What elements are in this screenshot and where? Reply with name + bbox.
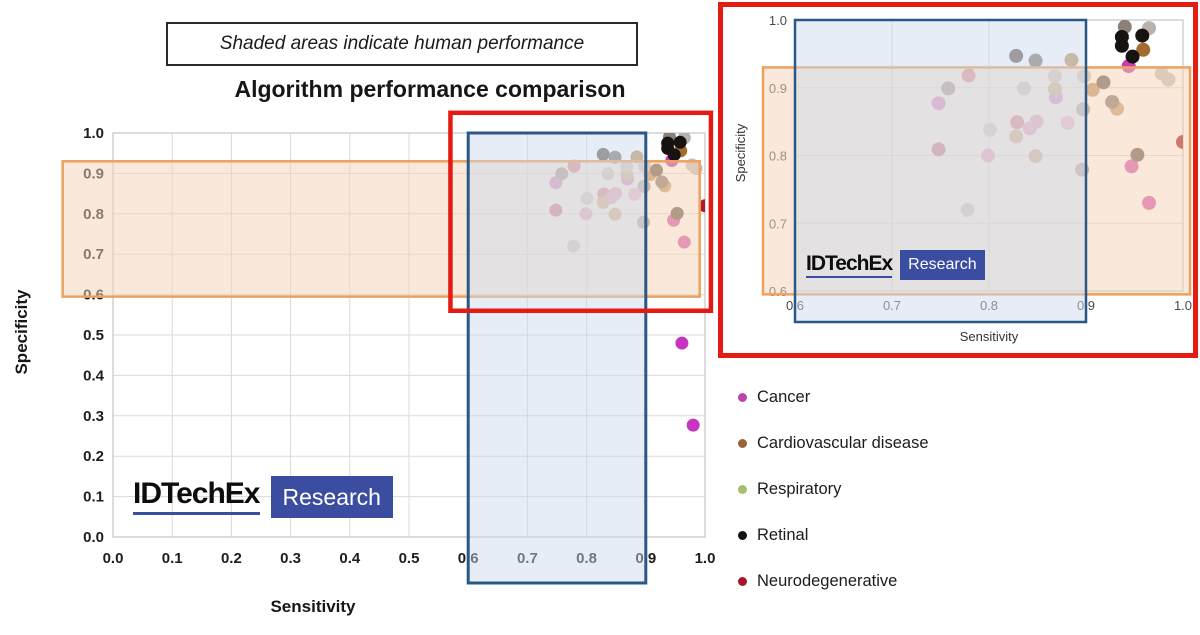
legend: Cancer Cardiovascular disease Respiratory R… xyxy=(738,382,929,612)
legend-label: Cardiovascular disease xyxy=(757,433,929,452)
legend-dot xyxy=(738,438,747,448)
logo-underline xyxy=(133,512,260,515)
idtechex-research-text: Research xyxy=(270,476,393,518)
svg-text:0.8: 0.8 xyxy=(576,550,597,567)
svg-text:1.0: 1.0 xyxy=(695,550,716,567)
note-box: Shaded areas indicate human performance xyxy=(166,22,638,66)
legend-item-cancer: Cancer xyxy=(738,382,929,412)
idtechex-brand-text: IDTechEx xyxy=(806,251,893,275)
zoom-highlight-rect xyxy=(448,110,714,314)
legend-item-neurodegenerative: Neurodegenerative xyxy=(738,566,929,596)
inset-chart: 0.60.70.80.91.00.60.70.80.91.0 xyxy=(761,13,1192,324)
legend-dot xyxy=(738,530,747,540)
idtechex-research-text: Research xyxy=(900,250,985,280)
human-performance-band-specificity xyxy=(61,160,701,298)
svg-text:1.0: 1.0 xyxy=(83,125,104,142)
main-chart: 0.0 0.1 0.2 0.3 0.4 0.5 0.6 0.7 0.8 0.9 1.00.00.10… xyxy=(61,110,716,585)
point-cardiovascular-disease xyxy=(1136,42,1151,57)
main-y-axis-label: Specificity xyxy=(12,289,31,375)
svg-text:1.0: 1.0 xyxy=(769,13,787,28)
svg-text:0.7: 0.7 xyxy=(517,550,538,567)
page-title: Algorithm performance comparison xyxy=(234,76,626,102)
plot-border xyxy=(112,132,706,538)
legend-label: Cancer xyxy=(757,387,811,406)
svg-text:0.8: 0.8 xyxy=(980,298,998,313)
point-retinal xyxy=(596,147,610,161)
idtechex-brand-text: IDTechEx xyxy=(133,477,260,510)
idtechex-brand-block: IDTechEx xyxy=(133,476,260,518)
point-retinal xyxy=(1135,28,1150,43)
legend-item-cardiovascular-disease: Cardiovascular disease xyxy=(738,428,929,458)
legend-dot xyxy=(738,392,747,402)
inset-x-axis-label: Sensitivity xyxy=(959,329,1019,344)
legend-item-respiratory: Respiratory xyxy=(738,474,929,504)
svg-text:0.1: 0.1 xyxy=(162,550,183,567)
svg-text:1.0: 1.0 xyxy=(1174,298,1192,313)
point-retinal xyxy=(1114,38,1129,53)
legend-label: Neurodegenerative xyxy=(757,571,898,590)
point-cardiovascular-disease xyxy=(1064,52,1079,67)
point-retinal xyxy=(1009,48,1024,63)
svg-text:0.3: 0.3 xyxy=(83,408,104,425)
point-retinal xyxy=(1028,53,1043,68)
svg-text:0.5: 0.5 xyxy=(83,327,104,344)
svg-text:0.1: 0.1 xyxy=(83,489,104,506)
logo-underline xyxy=(806,275,893,278)
inset-y-axis-label: Specificity xyxy=(733,123,748,183)
point-cancer xyxy=(675,336,689,350)
svg-text:0.2: 0.2 xyxy=(221,550,242,567)
point-retinal xyxy=(667,148,681,162)
svg-text:0.2: 0.2 xyxy=(83,448,104,465)
note-text: Shaded areas indicate human performance xyxy=(219,33,585,54)
legend-item-retinal: Retinal xyxy=(738,520,929,550)
legend-label: Retinal xyxy=(757,525,809,544)
svg-text:0.3: 0.3 xyxy=(280,550,301,567)
svg-text:0.4: 0.4 xyxy=(83,367,105,384)
legend-dot xyxy=(738,484,747,494)
svg-text:0.5: 0.5 xyxy=(399,550,420,567)
point-retinal xyxy=(1125,49,1140,64)
point-cancer xyxy=(686,418,700,432)
svg-text:0.0: 0.0 xyxy=(83,529,104,546)
idtechex-logo-inset: IDTechEx Research xyxy=(806,250,985,280)
svg-text:0.0: 0.0 xyxy=(103,550,124,567)
svg-text:0.7: 0.7 xyxy=(883,298,901,313)
point-retinal xyxy=(673,135,687,149)
main-x-axis-label: Sensitivity xyxy=(270,597,356,616)
idtechex-brand-block: IDTechEx xyxy=(806,250,893,280)
legend-dot xyxy=(738,576,747,586)
zoom-inset-panel: 0.60.70.80.91.00.60.70.80.91.0 Sensitivi… xyxy=(718,2,1198,358)
legend-label: Respiratory xyxy=(757,479,842,498)
svg-text:0.4: 0.4 xyxy=(339,550,361,567)
human-performance-band-sensitivity xyxy=(466,131,648,585)
idtechex-logo: IDTechEx Research xyxy=(133,476,393,518)
